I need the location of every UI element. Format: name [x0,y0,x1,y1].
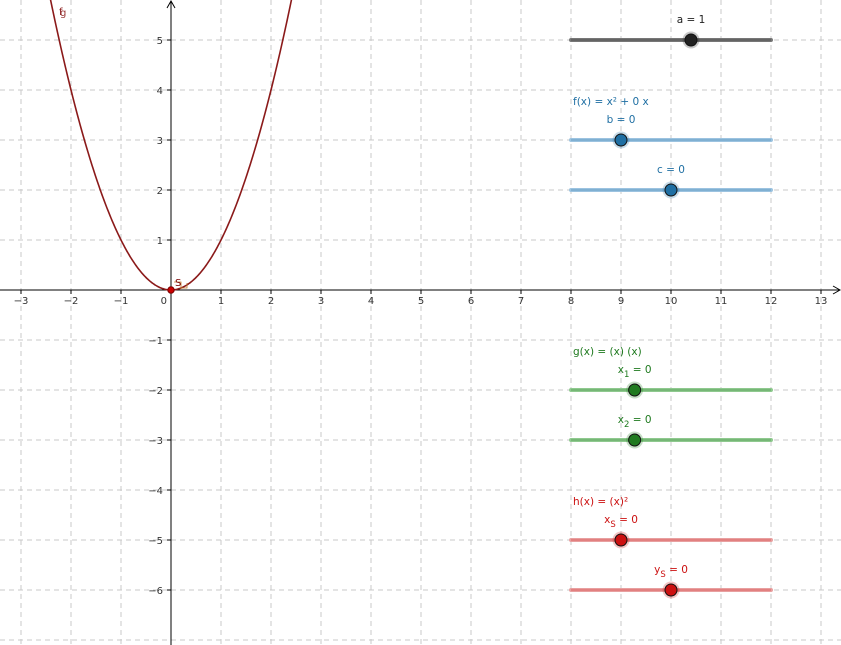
x-tick-label: 1 [218,296,224,307]
function-label-f: f(x) = x² + 0 x [573,96,649,108]
slider-label-xs: xS = 0 [604,514,638,530]
tick-labels: −3 −2 −1 1 2 3 4 5 6 7 8 9 10 11 12 1354321−1−2−3−4−5−6… [14,36,828,597]
function-label-g: g(x) = (x) (x) [573,346,642,358]
slider-label-x1: x1 = 0 [618,364,652,380]
x-tick-label: 8 [568,296,574,307]
slider-knob[interactable] [614,133,628,147]
x-tick-label: 5 [418,296,424,307]
x-tick-label: 12 [765,296,778,307]
vertex-point-s[interactable] [167,286,175,294]
x-tick-label: 13 [815,296,828,307]
x-axis-arrow-icon [832,285,841,295]
slider-knob[interactable] [628,433,642,447]
slider-label-a: a = 1 [677,14,706,26]
slider-ys[interactable]: yS = 0 [569,564,773,599]
angle-marker-icon [181,283,188,289]
origin-label: 0 [161,296,167,307]
y-tick-label: −1 [148,336,163,347]
curve-layer: fg S [49,0,293,294]
sliders[interactable]: a = 1 b = 0 c = 0 x1 = 0 x2 = 0 xS = 0 yS = 0 [569,14,773,599]
slider-knob[interactable] [664,183,678,197]
slider-x1[interactable]: x1 = 0 [569,364,773,399]
x-tick-label: 11 [715,296,728,307]
slider-label-ys: yS = 0 [654,564,688,580]
y-tick-label: −6 [148,586,163,597]
x-tick-label: −1 [114,296,129,307]
slider-label-c: c = 0 [657,164,685,176]
function-labels: f(x) = x² + 0 x g(x) = (x) (x) h(x) = (x)² [573,96,649,508]
slider-b[interactable]: b = 0 [569,114,773,149]
curve-label-g: g [60,8,66,19]
y-tick-label: −2 [148,386,163,397]
slider-label-b: b = 0 [607,114,636,126]
slider-x2[interactable]: x2 = 0 [569,414,773,449]
slider-xs[interactable]: xS = 0 [569,514,773,549]
x-tick-label: 3 [318,296,324,307]
x-tick-label: 6 [468,296,474,307]
slider-knob[interactable] [664,583,678,597]
slider-knob[interactable] [684,33,698,47]
y-tick-label: −5 [148,536,163,547]
slider-c[interactable]: c = 0 [569,164,773,199]
x-tick-label: −2 [64,296,79,307]
x-tick-label: 10 [665,296,678,307]
slider-knob[interactable] [628,383,642,397]
y-axis-arrow-icon [166,0,176,9]
function-label-h: h(x) = (x)² [573,496,628,508]
x-tick-label: 9 [618,296,624,307]
curve-label-f: f [59,7,63,18]
x-tick-label: 7 [518,296,524,307]
y-tick-label: 1 [157,236,163,247]
angle-marker-icon [174,281,182,289]
slider-knob[interactable] [614,533,628,547]
x-tick-label: 2 [268,296,274,307]
y-tick-label: −3 [148,436,163,447]
y-tick-label: 5 [157,36,163,47]
vertex-label-s: S [175,278,181,289]
y-tick-label: 4 [157,86,163,97]
y-tick-label: −4 [148,486,163,497]
x-tick-label: −3 [14,296,29,307]
y-tick-label: 3 [157,136,163,147]
y-tick-label: 2 [157,186,163,197]
slider-label-x2: x2 = 0 [618,414,652,430]
x-tick-label: 4 [368,296,374,307]
slider-a[interactable]: a = 1 [569,14,773,49]
